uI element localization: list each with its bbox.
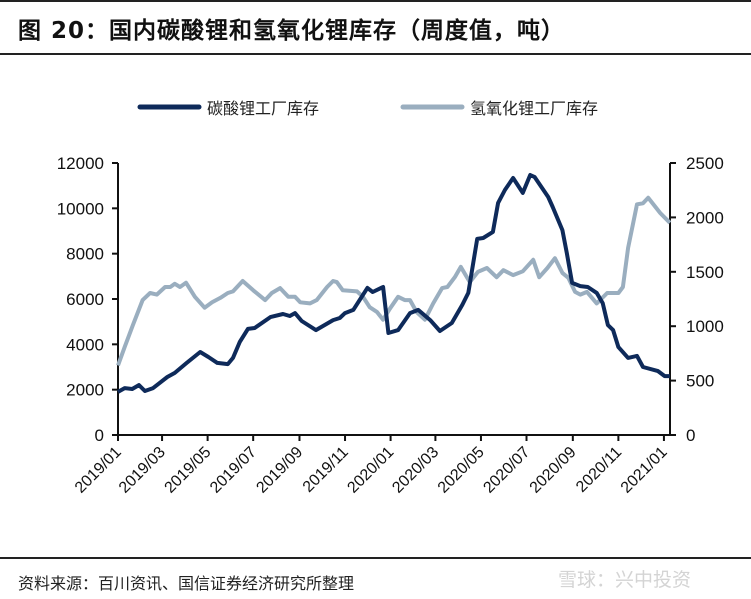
- left-axis-tick-label: 12000: [57, 154, 104, 173]
- x-axis-tick-label: 2020/11: [573, 444, 625, 496]
- axes: 0 2000 4000 6000 8000 10000 12000 0 500 1000 1500 2…: [57, 154, 724, 497]
- x-axis-tick-label: 2019/03: [116, 444, 169, 497]
- legend-label-lithium-carbonate: 碳酸锂工厂库存: [207, 99, 319, 118]
- x-axis-tick-label: 2020/05: [435, 444, 488, 497]
- x-axis-tick-label: 2019/09: [253, 444, 306, 497]
- watermark: 雪球：兴中投资: [558, 569, 692, 591]
- left-axis-tick-label: 4000: [66, 335, 104, 354]
- right-axis-tick-label: 1500: [686, 263, 724, 282]
- series-lines: [116, 173, 672, 394]
- left-axis-tick-label: 8000: [66, 245, 104, 264]
- left-axis-tick-label: 6000: [66, 290, 104, 309]
- left-axis-tick-label: 2000: [66, 381, 104, 400]
- left-axis-tick-label: 0: [95, 426, 104, 445]
- x-axis-tick-label: 2020/09: [527, 444, 580, 497]
- x-axis-tick-label: 2021/01: [618, 444, 671, 497]
- x-axis-tick-label: 2019/01: [72, 444, 125, 497]
- series-line-lithium-carbonate: [117, 173, 670, 394]
- x-axis-tick-label: 2019/07: [207, 444, 260, 497]
- source-rule: [0, 557, 751, 559]
- top-rule: [0, 0, 751, 2]
- x-axis-tick-label: 2020/01: [344, 444, 397, 497]
- x-axis-tick-label: 2020/03: [389, 444, 442, 497]
- title-rule: [0, 53, 751, 55]
- x-axis-tick-label: 2020/07: [480, 444, 533, 497]
- right-axis-tick-label: 2000: [686, 208, 724, 227]
- source-note: 资料来源：百川资讯、国信证券经济研究所整理: [18, 574, 355, 593]
- figure-title: 图 20：国内碳酸锂和氢氧化锂库存（周度值，吨）: [18, 18, 566, 44]
- right-axis-tick-label: 1000: [686, 317, 724, 336]
- right-axis-tick-label: 0: [686, 426, 695, 445]
- left-axis-tick-label: 10000: [57, 199, 104, 218]
- x-axis-tick-label: 2019/11: [300, 444, 352, 496]
- legend-label-lithium-hydroxide: 氢氧化锂工厂库存: [470, 99, 598, 118]
- series-line-lithium-hydroxide: [116, 195, 672, 367]
- right-axis-tick-label: 2500: [686, 154, 724, 173]
- x-axis-tick-label: 2019/05: [162, 444, 215, 497]
- right-axis-tick-label: 500: [686, 372, 714, 391]
- legend: 碳酸锂工厂库存 氢氧化锂工厂库存: [137, 99, 598, 118]
